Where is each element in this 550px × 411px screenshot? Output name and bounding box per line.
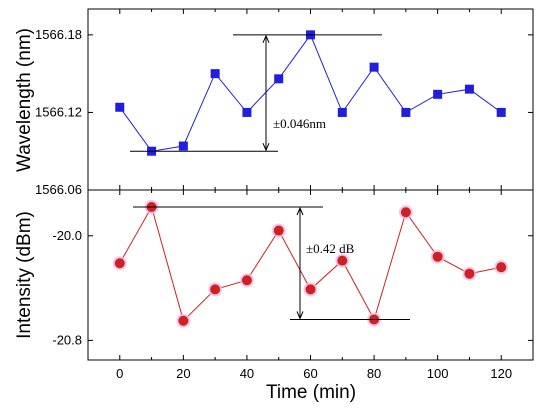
intensity-range-label: ±0.42 dB (306, 241, 355, 256)
intensity-y-tick-label: -20.0 (52, 228, 82, 243)
intensity-data-point (432, 251, 443, 262)
intensity-data-point (114, 258, 125, 269)
wavelength-data-point (210, 69, 220, 79)
wavelength-range-arrow-head-up (262, 34, 270, 44)
wavelength-range-label: ±0.046nm (273, 116, 326, 131)
intensity-data-point (464, 268, 475, 279)
x-tick-label: 60 (303, 366, 317, 381)
wavelength-data-point (337, 107, 347, 117)
intensity-data-point (496, 262, 507, 273)
intensity-data-point (273, 225, 284, 236)
intensity-plot: -20.0 -20.8 0 20 40 60 80 100 120 (52, 189, 534, 381)
wavelength-data-point (115, 102, 125, 112)
wavelength-data-point (274, 74, 284, 84)
wavelength-axis-title: Wavelength (nm) (14, 28, 35, 172)
intensity-y-tick-label: -20.8 (52, 332, 82, 347)
x-tick-label: 80 (367, 366, 381, 381)
wavelength-series-line (119, 33, 502, 152)
wavelength-data-point (496, 107, 506, 117)
intensity-range-arrow-head-up (296, 206, 304, 216)
intensity-data-point (337, 255, 348, 266)
wavelength-y-tick-label: 1566.18 (35, 27, 82, 42)
x-tick-label: 20 (176, 366, 190, 381)
x-axis-title: Time (min) (266, 382, 356, 403)
x-tick-label: 40 (240, 366, 254, 381)
intensity-series-line (119, 205, 502, 322)
x-tick-label: 120 (490, 366, 512, 381)
wavelength-data-point (401, 107, 411, 117)
wavelength-data-point (178, 141, 188, 151)
intensity-data-point (305, 284, 316, 295)
wavelength-data-point (433, 89, 443, 99)
wavelength-data-point (369, 62, 379, 72)
wavelength-data-point (242, 107, 252, 117)
intensity-data-point (178, 315, 189, 326)
intensity-data-point (210, 284, 221, 295)
wavelength-y-tick-label: 1566.12 (35, 104, 82, 119)
wavelength-y-tick-label: 1566.06 (35, 182, 82, 197)
wavelength-range-arrow-head-down (262, 143, 270, 152)
intensity-range-arrow-head-down (296, 311, 304, 320)
wavelength-plot: 1566.06 1566.12 1566.18 (35, 8, 534, 197)
wavelength-data-point (464, 84, 474, 94)
x-tick-label: 100 (427, 366, 449, 381)
intensity-data-point (400, 207, 411, 218)
intensity-axis-title: Intensity (dBm) (14, 211, 35, 339)
x-tick-label: 0 (116, 366, 123, 381)
intensity-data-point (241, 275, 252, 286)
